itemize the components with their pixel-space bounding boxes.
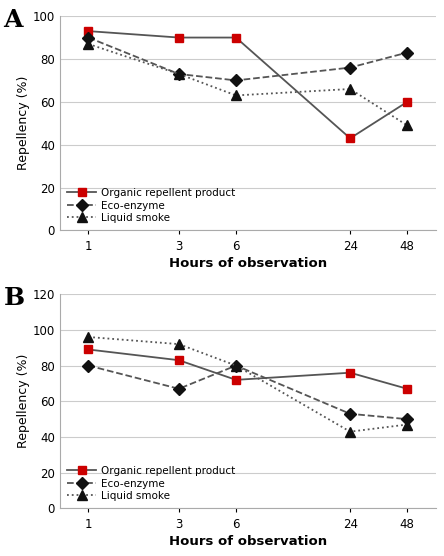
Legend: Organic repellent product, Eco-enzyme, Liquid smoke: Organic repellent product, Eco-enzyme, L…	[65, 186, 237, 225]
Eco-enzyme	[233, 77, 238, 84]
X-axis label: Hours of observation: Hours of observation	[169, 257, 327, 270]
Liquid smoke	[86, 41, 91, 47]
Eco-enzyme	[348, 64, 353, 71]
Eco-enzyme	[404, 416, 410, 423]
Liquid smoke	[233, 92, 238, 99]
Liquid smoke	[404, 122, 410, 129]
X-axis label: Hours of observation: Hours of observation	[169, 535, 327, 548]
Eco-enzyme	[233, 362, 238, 369]
Eco-enzyme	[176, 385, 182, 392]
Line: Liquid smoke: Liquid smoke	[83, 39, 412, 130]
Y-axis label: Repellency (%): Repellency (%)	[17, 354, 30, 449]
Organic repellent product	[404, 385, 410, 392]
Organic repellent product	[233, 34, 238, 41]
Line: Eco-enzyme: Eco-enzyme	[84, 33, 412, 85]
Line: Liquid smoke: Liquid smoke	[83, 332, 412, 436]
Eco-enzyme	[86, 34, 91, 41]
Eco-enzyme	[404, 49, 410, 56]
Organic repellent product	[86, 346, 91, 353]
Liquid smoke	[404, 421, 410, 428]
Text: B: B	[4, 286, 25, 310]
Liquid smoke	[86, 334, 91, 340]
Eco-enzyme	[348, 410, 353, 417]
Organic repellent product	[176, 357, 182, 364]
Eco-enzyme	[176, 71, 182, 77]
Liquid smoke	[233, 362, 238, 369]
Line: Eco-enzyme: Eco-enzyme	[84, 361, 412, 423]
Line: Organic repellent product: Organic repellent product	[84, 27, 412, 142]
Organic repellent product	[348, 135, 353, 142]
Text: A: A	[4, 8, 23, 32]
Organic repellent product	[176, 34, 182, 41]
Liquid smoke	[348, 428, 353, 435]
Y-axis label: Repellency (%): Repellency (%)	[17, 76, 30, 171]
Organic repellent product	[404, 98, 410, 105]
Organic repellent product	[86, 28, 91, 34]
Line: Organic repellent product: Organic repellent product	[84, 345, 412, 393]
Liquid smoke	[348, 86, 353, 92]
Liquid smoke	[176, 341, 182, 348]
Eco-enzyme	[86, 362, 91, 369]
Organic repellent product	[233, 376, 238, 383]
Organic repellent product	[348, 369, 353, 376]
Legend: Organic repellent product, Eco-enzyme, Liquid smoke: Organic repellent product, Eco-enzyme, L…	[65, 464, 237, 503]
Liquid smoke	[176, 71, 182, 77]
